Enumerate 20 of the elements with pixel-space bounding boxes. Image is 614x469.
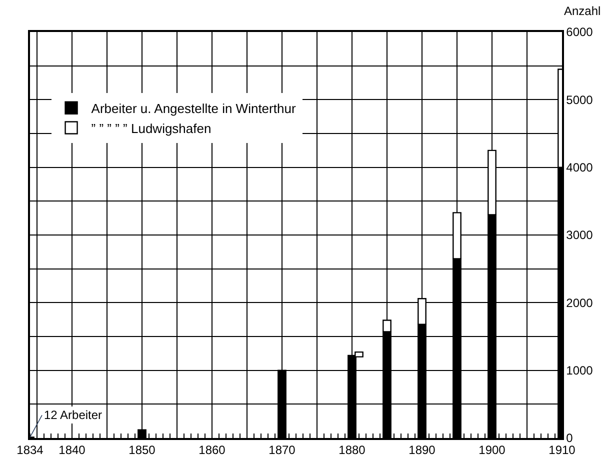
x-tick-label: 1860 (198, 443, 226, 458)
x-tick-label: 1850 (128, 443, 156, 458)
x-tick-label: 1880 (338, 443, 366, 458)
y-tick-label: 3000 (566, 228, 594, 242)
annotation: 12 Arbeiter (44, 408, 102, 422)
x-tick-label: 1890 (408, 443, 436, 458)
y-tick-label: 2000 (566, 296, 594, 310)
y-tick-label: 0 (566, 431, 574, 446)
x-tick-label: 1910 (548, 443, 576, 458)
legend-label: Arbeiter u. Angestellte in Winterthur (91, 100, 296, 116)
y-tick-label: 6000 (566, 25, 594, 40)
y-tick-label: 5000 (566, 92, 594, 107)
x-tick-label: 1840 (58, 443, 86, 458)
y-tick-label: 4000 (566, 160, 594, 175)
y-axis-title: Anzahl (564, 4, 601, 18)
x-tick-label: 1870 (268, 443, 296, 458)
legend-label: ” ” ” ” ” Ludwigshafen (91, 120, 212, 136)
x-tick-label: 1834 (16, 443, 44, 458)
y-tick-label: 1000 (566, 364, 594, 378)
x-tick-label: 1900 (478, 443, 506, 458)
